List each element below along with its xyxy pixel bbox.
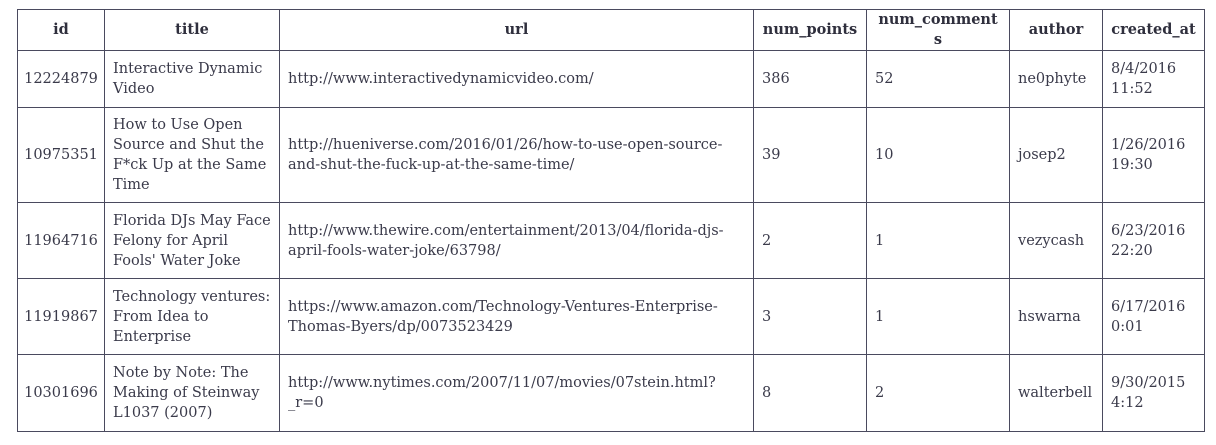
cell-url: http://www.nytimes.com/2007/11/07/movies…: [279, 354, 754, 432]
cell-title: Interactive Dynamic Video: [104, 50, 280, 108]
column-header-title: title: [104, 9, 280, 51]
cell-url: http://www.interactivedynamicvideo.com/: [279, 50, 754, 108]
cell-created-at: 9/30/2015 4:12: [1102, 354, 1205, 432]
cell-num-points: 8: [753, 354, 867, 432]
column-header-id: id: [17, 9, 105, 51]
cell-url: http://hueniverse.com/2016/01/26/how-to-…: [279, 107, 754, 203]
column-header-author: author: [1009, 9, 1103, 51]
cell-url: http://www.thewire.com/entertainment/201…: [279, 202, 754, 279]
cell-id: 10301696: [17, 354, 105, 432]
cell-id: 11964716: [17, 202, 105, 279]
column-header-num-points: num_points: [753, 9, 867, 51]
cell-id: 12224879: [17, 50, 105, 108]
cell-num-comments: 10: [866, 107, 1010, 203]
cell-author: vezycash: [1009, 202, 1103, 279]
cell-num-points: 39: [753, 107, 867, 203]
cell-created-at: 6/17/2016 0:01: [1102, 278, 1205, 355]
column-header-url: url: [279, 9, 754, 51]
cell-created-at: 6/23/2016 22:20: [1102, 202, 1205, 279]
cell-author: ne0phyte: [1009, 50, 1103, 108]
cell-num-points: 2: [753, 202, 867, 279]
column-header-num-comments: num_comments: [866, 9, 1010, 51]
cell-title: Technology ventures: From Idea to Enterp…: [104, 278, 280, 355]
cell-num-comments: 1: [866, 202, 1010, 279]
cell-created-at: 8/4/2016 11:52: [1102, 50, 1205, 108]
cell-author: hswarna: [1009, 278, 1103, 355]
cell-url: https://www.amazon.com/Technology-Ventur…: [279, 278, 754, 355]
table-row: 12224879 Interactive Dynamic Video http:…: [17, 50, 1205, 108]
cell-num-points: 3: [753, 278, 867, 355]
table-header-row: id title url num_points num_comments aut…: [17, 9, 1205, 51]
cell-author: walterbell: [1009, 354, 1103, 432]
cell-num-comments: 52: [866, 50, 1010, 108]
cell-num-comments: 2: [866, 354, 1010, 432]
cell-author: josep2: [1009, 107, 1103, 203]
cell-title: Florida DJs May Face Felony for April Fo…: [104, 202, 280, 279]
cell-created-at: 1/26/2016 19:30: [1102, 107, 1205, 203]
table-row: 10975351 How to Use Open Source and Shut…: [17, 107, 1205, 203]
table-row: 11964716 Florida DJs May Face Felony for…: [17, 202, 1205, 279]
cell-id: 11919867: [17, 278, 105, 355]
cell-title: Note by Note: The Making of Steinway L10…: [104, 354, 280, 432]
cell-num-comments: 1: [866, 278, 1010, 355]
data-table-container: id title url num_points num_comments aut…: [17, 9, 1205, 432]
data-table: id title url num_points num_comments aut…: [17, 9, 1205, 432]
table-row: 11919867 Technology ventures: From Idea …: [17, 278, 1205, 355]
cell-title: How to Use Open Source and Shut the F*ck…: [104, 107, 280, 203]
table-row: 10301696 Note by Note: The Making of Ste…: [17, 354, 1205, 432]
cell-num-points: 386: [753, 50, 867, 108]
cell-id: 10975351: [17, 107, 105, 203]
column-header-created-at: created_at: [1102, 9, 1205, 51]
